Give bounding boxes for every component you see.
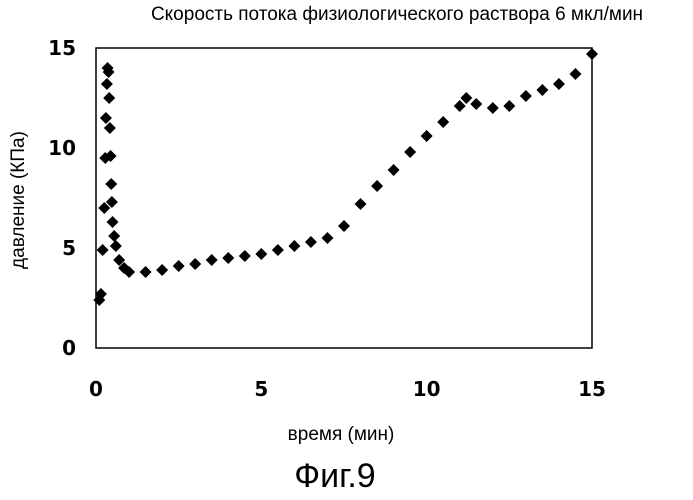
chart-title: Скорость потока физиологического раствор…	[151, 4, 643, 25]
data-point	[97, 244, 109, 256]
data-point	[321, 232, 333, 244]
data-series	[93, 48, 598, 306]
data-point	[110, 240, 122, 252]
y-tick-label: 10	[48, 136, 76, 160]
data-point	[107, 216, 119, 228]
x-tick-label: 15	[578, 377, 606, 401]
x-tick-label: 10	[413, 377, 441, 401]
plot-frame	[96, 48, 592, 348]
data-point	[189, 258, 201, 270]
data-point	[421, 130, 433, 142]
x-tick-label: 0	[89, 377, 103, 401]
data-point	[255, 248, 267, 260]
data-point	[108, 230, 120, 242]
data-point	[460, 92, 472, 104]
data-point	[173, 260, 185, 272]
data-point	[388, 164, 400, 176]
x-tick-label: 5	[254, 377, 268, 401]
data-point	[156, 264, 168, 276]
data-point	[503, 100, 515, 112]
data-point	[470, 98, 482, 110]
data-point	[206, 254, 218, 266]
data-point	[569, 68, 581, 80]
data-point	[355, 198, 367, 210]
data-point	[105, 178, 117, 190]
data-point	[305, 236, 317, 248]
data-point	[487, 102, 499, 114]
data-point	[586, 48, 598, 60]
data-point	[454, 100, 466, 112]
data-point	[140, 266, 152, 278]
data-point	[101, 78, 113, 90]
data-point	[404, 146, 416, 158]
y-axis-label: давление (КПа)	[8, 131, 29, 269]
data-point	[100, 112, 112, 124]
y-tick-label: 15	[48, 36, 76, 60]
data-point	[553, 78, 565, 90]
y-tick-label: 5	[62, 236, 76, 260]
data-point	[222, 252, 234, 264]
data-point	[437, 116, 449, 128]
data-point	[272, 244, 284, 256]
figure-caption: Фиг.9	[294, 457, 375, 495]
x-tick-labels: 0 5 10 15	[89, 377, 606, 401]
data-point	[103, 92, 115, 104]
data-point	[239, 250, 251, 262]
data-point	[338, 220, 350, 232]
y-tick-labels: 0 5 10 15	[48, 36, 76, 360]
x-axis-label: время (мин)	[288, 424, 395, 445]
data-point	[288, 240, 300, 252]
y-tick-label: 0	[62, 336, 76, 360]
data-point	[371, 180, 383, 192]
data-point	[520, 90, 532, 102]
data-point	[536, 84, 548, 96]
data-point	[104, 122, 116, 134]
